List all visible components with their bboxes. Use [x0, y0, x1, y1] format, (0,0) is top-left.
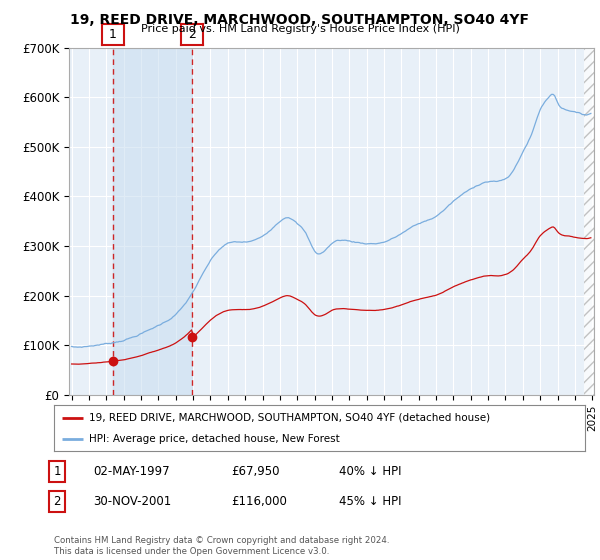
Text: 19, REED DRIVE, MARCHWOOD, SOUTHAMPTON, SO40 4YF: 19, REED DRIVE, MARCHWOOD, SOUTHAMPTON, …: [71, 13, 530, 27]
Text: 02-MAY-1997: 02-MAY-1997: [93, 465, 170, 478]
Text: HPI: Average price, detached house, New Forest: HPI: Average price, detached house, New …: [89, 435, 339, 444]
Text: 45% ↓ HPI: 45% ↓ HPI: [339, 494, 401, 508]
Text: 1: 1: [53, 465, 61, 478]
Text: 19, REED DRIVE, MARCHWOOD, SOUTHAMPTON, SO40 4YF (detached house): 19, REED DRIVE, MARCHWOOD, SOUTHAMPTON, …: [89, 413, 490, 423]
Text: £67,950: £67,950: [231, 465, 280, 478]
Text: Price paid vs. HM Land Registry's House Price Index (HPI): Price paid vs. HM Land Registry's House …: [140, 24, 460, 34]
Text: £116,000: £116,000: [231, 494, 287, 508]
Bar: [584, 48, 594, 395]
Text: 2: 2: [188, 27, 196, 41]
Text: 2: 2: [53, 494, 61, 508]
Bar: [584, 48, 594, 395]
Bar: [113, 48, 192, 395]
Text: 30-NOV-2001: 30-NOV-2001: [93, 494, 171, 508]
Text: 40% ↓ HPI: 40% ↓ HPI: [339, 465, 401, 478]
Text: Contains HM Land Registry data © Crown copyright and database right 2024.
This d: Contains HM Land Registry data © Crown c…: [54, 536, 389, 556]
Text: 1: 1: [109, 27, 116, 41]
